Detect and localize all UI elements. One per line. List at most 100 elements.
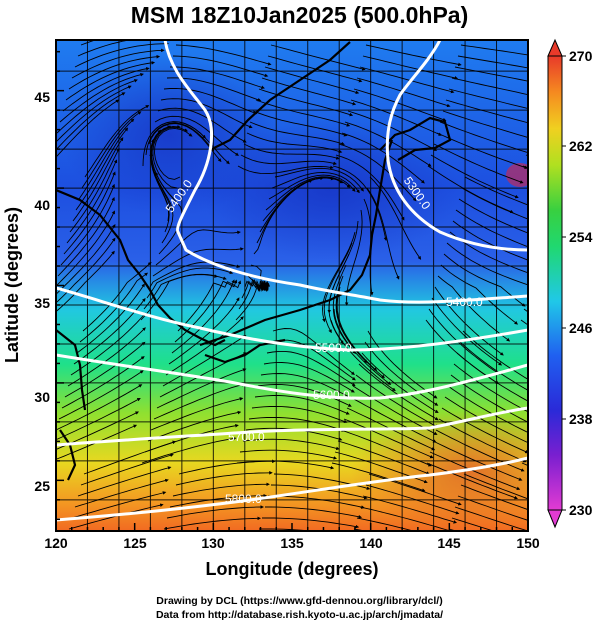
x-axis-labels: 120 125 130 135 140 145 150 xyxy=(44,535,540,551)
streamline xyxy=(255,99,351,127)
coastline-japan-honshu xyxy=(199,139,394,347)
streamline xyxy=(146,267,234,299)
streamline xyxy=(149,261,241,288)
streamline xyxy=(175,44,272,66)
streamline xyxy=(68,54,161,90)
streamline xyxy=(56,250,115,313)
streamline xyxy=(66,159,118,244)
streamline xyxy=(269,339,356,381)
streamline xyxy=(368,473,462,506)
streamline xyxy=(162,335,247,387)
streamline xyxy=(248,416,346,432)
streamline xyxy=(347,110,438,151)
streamline xyxy=(344,209,363,306)
streamline xyxy=(69,147,120,233)
streamline xyxy=(450,374,528,423)
streamline xyxy=(156,368,247,409)
streamline xyxy=(448,88,528,110)
streamline xyxy=(75,127,129,211)
streamline xyxy=(445,99,528,124)
streamline xyxy=(84,105,150,178)
x-tick-label: 135 xyxy=(280,535,304,551)
streamline xyxy=(433,143,524,184)
y-axis-title: Latitude (degrees) xyxy=(2,207,22,363)
y-tick-label: 45 xyxy=(34,89,50,105)
streamline xyxy=(163,516,262,530)
streamline xyxy=(355,374,439,428)
streamline xyxy=(271,171,360,194)
streamline xyxy=(356,517,415,531)
streamline xyxy=(249,121,345,146)
streamline xyxy=(428,308,501,375)
streamline xyxy=(266,350,356,387)
streamline xyxy=(169,493,267,508)
streamline xyxy=(333,308,392,385)
colorbar-tick-label: 270 xyxy=(569,48,593,64)
contour-5300 xyxy=(385,40,528,252)
streamline xyxy=(436,132,528,170)
streamline xyxy=(239,449,338,460)
streamline xyxy=(460,44,528,56)
streamline xyxy=(178,459,276,475)
streamline xyxy=(57,196,115,277)
contour-label: 5600.0 xyxy=(313,388,350,402)
contour-5600 xyxy=(56,353,528,400)
streamline xyxy=(335,154,405,221)
streamline xyxy=(254,395,350,415)
streamline xyxy=(461,187,528,220)
streamline xyxy=(155,229,241,266)
streamline xyxy=(446,242,528,286)
streamline xyxy=(459,341,528,391)
streamline xyxy=(252,110,348,137)
temperature-field xyxy=(56,40,528,531)
streamline xyxy=(429,451,521,491)
streamline xyxy=(336,286,378,372)
x-tick-label: 140 xyxy=(359,535,383,551)
streamline xyxy=(337,440,430,475)
streamline xyxy=(451,77,528,96)
streamline xyxy=(442,110,528,139)
colorbar-tick-label: 238 xyxy=(569,411,593,427)
y-tick-label: 30 xyxy=(34,389,50,405)
streamline xyxy=(163,87,258,115)
wind-streamlines xyxy=(56,40,599,531)
streamline xyxy=(141,436,237,464)
streamline xyxy=(242,438,340,451)
streamline xyxy=(251,405,348,424)
streamline xyxy=(154,127,193,180)
streamline xyxy=(152,247,244,277)
streamline xyxy=(56,79,138,134)
contour-label: 5700.0 xyxy=(228,430,265,444)
streamline xyxy=(64,341,146,398)
contour-5800 xyxy=(56,456,528,522)
streamline xyxy=(149,152,174,244)
colorbar-tick-label: 262 xyxy=(569,138,593,154)
streamline xyxy=(365,484,460,515)
streamline xyxy=(260,373,354,400)
streamline xyxy=(349,396,437,443)
streamline xyxy=(56,424,138,460)
streamline xyxy=(274,167,364,192)
streamline xyxy=(59,73,144,123)
streamline xyxy=(150,397,244,431)
streamline xyxy=(153,383,246,420)
streamline xyxy=(323,242,353,334)
map-title: MSM 18Z10Jan2025 (500.0hPa) xyxy=(130,2,469,28)
streamline xyxy=(77,466,172,497)
streamline xyxy=(457,55,528,69)
streamline xyxy=(454,506,528,531)
height-contours xyxy=(56,40,528,522)
contour-5500 xyxy=(56,286,528,352)
contour-5700 xyxy=(56,406,528,447)
streamline xyxy=(60,183,115,266)
streamline xyxy=(340,429,432,467)
x-axis-ticks xyxy=(55,523,529,531)
credit-data: Data from http://database.rish.kyoto-u.a… xyxy=(155,609,444,621)
y-axis-labels: 25 30 35 40 45 xyxy=(34,89,50,494)
streamline xyxy=(353,88,447,122)
streamline xyxy=(330,319,396,392)
streamline xyxy=(343,418,434,459)
streamline xyxy=(560,177,599,216)
streamline xyxy=(265,176,351,211)
